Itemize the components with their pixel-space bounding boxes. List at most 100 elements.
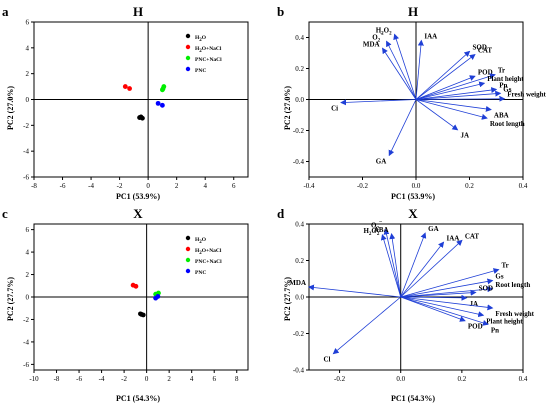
- panel-c-letter: c: [2, 206, 8, 221]
- panel-c-y-tick-label: 0: [26, 294, 30, 302]
- panel-b-xlabel: PC1 (53.9%): [391, 192, 435, 201]
- panel-a-legend-label: H2O: [195, 35, 207, 43]
- panel-d-loading-plot: -0.2 0.0 0.2 0.4 -0.4 -0.2 0.0 0.2 0.4 Cl MDA H2O2O…: [289, 219, 534, 383]
- panel-b-loading-arrow: [415, 90, 502, 100]
- panel-c-x-tick-label: 0: [145, 375, 149, 383]
- panel-c-y-tick-label: 2: [26, 271, 30, 279]
- panel-d-y-tick-label: 0.0: [295, 294, 304, 302]
- panel-c-y-tick-label: -4: [23, 338, 29, 346]
- panel-a-legend-marker: [185, 55, 191, 61]
- panel-c-point: [133, 283, 139, 289]
- panel-a-point: [138, 114, 144, 120]
- panel-b-loading-arrow: [415, 73, 496, 100]
- panel-a-x-tick-label: 6: [232, 182, 236, 190]
- panel-d-loading-arrow: [400, 239, 463, 298]
- panel-d-loading-label: Fresh weight: [495, 310, 534, 318]
- panel-a-x-tick-label: -4: [88, 182, 94, 190]
- panel-d-loading-label: Gs: [495, 273, 503, 281]
- panel-b-loading-arrow: [393, 33, 417, 100]
- panel-a-legend-label: H2O+NaCl: [195, 46, 222, 54]
- panel-c-y-tick-label: -6: [23, 361, 29, 369]
- panel-b-loading-label: Tr: [498, 67, 505, 75]
- panel-d-loading-label: Plant height: [486, 317, 523, 325]
- panel-a-point: [155, 100, 161, 106]
- panel-b-loading-label: Plant height: [487, 75, 524, 83]
- panel-d-xlabel: PC1 (54.3%): [391, 394, 435, 403]
- panel-a-x-tick-label: 0: [146, 182, 150, 190]
- panel-d-loading-label: O2−: [371, 219, 383, 231]
- panel-d-loading-arrow: [308, 284, 401, 298]
- panel-d-y-tick-label: 0.2: [295, 257, 304, 265]
- panel-d-loading-arrow: [400, 296, 494, 311]
- panel-d-ylabel: PC2 (27.7%): [283, 277, 292, 321]
- panel-c-legend-marker: [185, 246, 191, 252]
- panel-b-loading-label: Root length: [490, 120, 525, 128]
- panel-b-loading-arrow: [340, 99, 417, 106]
- panel-c-point: [155, 294, 161, 299]
- panel-b-y-tick-label: 0.4: [295, 34, 304, 42]
- panel-d-loading-arrow: [400, 241, 445, 298]
- panel-d-loading-label: Root length: [495, 281, 530, 289]
- panel-d-loading-label: H2O2: [363, 227, 379, 237]
- panel-b-loading-label: ABA: [494, 112, 509, 120]
- panel-a-y-tick-label: -4: [23, 148, 29, 156]
- panel-d-loading-label: POD: [468, 323, 483, 331]
- panel-a-legend-label: PNC+NaCl: [195, 57, 222, 63]
- panel-b-loading-label: Fresh weight: [507, 91, 546, 99]
- panel-b-loading-plot: -0.4 -0.2 0.0 0.2 0.4 -0.4 -0.2 0.0 0.2 0.4 Ci GA MD…: [293, 21, 547, 190]
- panel-d-loading-arrow: [400, 278, 494, 298]
- panel-c-xlabel: PC1 (54.3%): [116, 394, 160, 403]
- panel-b-loading-arrow: [415, 50, 471, 100]
- panel-c-point: [139, 312, 144, 317]
- panel-a-y-tick-label: 2: [26, 70, 30, 78]
- panel-d-loading-arrow: [400, 296, 466, 322]
- panel-b-ylabel: PC2 (27.0%): [283, 86, 292, 130]
- panel-b-x-tick-label: 0.2: [465, 182, 474, 190]
- panel-a-legend-marker: [185, 44, 191, 50]
- panel-a-point: [160, 87, 165, 93]
- panel-b-loading-arrow: [382, 47, 417, 100]
- panel-c-legend-marker: [185, 235, 191, 241]
- panel-d-loading-arrow: [400, 232, 427, 298]
- panel-b-loading-label: SOD: [473, 43, 487, 51]
- panel-c-x-tick-label: -8: [54, 375, 60, 383]
- panel-d-loading-label: JA: [469, 300, 478, 308]
- panel-d-loading-arrow: [400, 296, 489, 326]
- panel-d-loading-arrow: [383, 228, 402, 298]
- panel-d-x-tick-label: 0.2: [457, 375, 466, 383]
- panel-c-x-tick-label: -2: [121, 375, 127, 383]
- panel-b-loading-arrow: [415, 39, 424, 100]
- panel-b-loading-arrow: [415, 99, 488, 120]
- panel-c-legend-marker: [185, 257, 191, 263]
- panel-d-y-tick-label: -0.4: [293, 367, 305, 375]
- panel-a-legend-marker: [185, 66, 191, 72]
- panel-c-ylabel: PC2 (27.7%): [6, 277, 15, 321]
- panel-a-legend-label: PNC: [195, 68, 206, 74]
- panel-c-legend-marker: [185, 268, 191, 274]
- panel-b-y-tick-label: -0.4: [293, 158, 305, 166]
- panel-b-loading-arrow: [415, 53, 476, 100]
- panel-a-y-tick-label: 4: [26, 44, 30, 52]
- panel-a-legend-marker: [185, 33, 191, 39]
- panel-d-x-tick-label: -0.2: [334, 375, 346, 383]
- panel-c-legend-label: H2O+NaCl: [195, 248, 222, 256]
- panel-b-y-tick-label: -0.2: [293, 127, 305, 135]
- panel-b-loading-arrow: [415, 81, 486, 100]
- panel-d-loading-arrow: [400, 289, 477, 298]
- panel-d-loading-label: CAT: [465, 232, 480, 240]
- panel-b-loading-arrow: [386, 40, 417, 100]
- panel-c-y-tick-label: -2: [23, 316, 29, 324]
- panel-c-x-tick-label: -10: [29, 375, 39, 383]
- panel-c-x-tick-label: 4: [190, 375, 194, 383]
- panel-a-y-tick-label: 6: [26, 19, 30, 27]
- panel-c-legend-label: PNC: [195, 270, 206, 276]
- panel-d-loading-label: Cl: [323, 356, 330, 364]
- panel-b-x-tick-label: 0.0: [412, 182, 421, 190]
- panel-a-x-tick-label: -6: [60, 182, 66, 190]
- panel-c-legend-label: H2O: [195, 237, 207, 245]
- panel-d-loading-label: Tr: [502, 262, 509, 270]
- panel-a-x-tick-label: 2: [175, 182, 179, 190]
- panel-d-y-tick-label: 0.4: [295, 221, 304, 229]
- panel-d-loading-label: IAA: [447, 234, 460, 242]
